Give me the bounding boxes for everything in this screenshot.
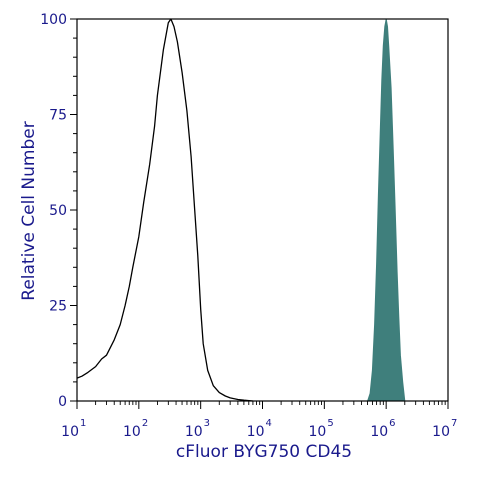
series-outline-histogram — [76, 18, 253, 402]
x-tick-label-exponent: 5 — [327, 418, 333, 429]
series-filled-histogram — [366, 18, 406, 402]
y-tick-label: 100 — [40, 12, 67, 28]
x-tick-label-base: 10 — [185, 424, 203, 440]
x-tick-label-base: 10 — [432, 424, 450, 440]
y-tick-label: 75 — [49, 108, 67, 124]
series-layer — [76, 18, 406, 402]
x-tick-label-exponent: 3 — [204, 418, 210, 429]
x-tick-label-base: 10 — [123, 424, 141, 440]
x-tick-label-base: 10 — [61, 424, 79, 440]
x-tick-label-exponent: 2 — [142, 418, 148, 429]
x-tick-label-base: 10 — [247, 424, 265, 440]
x-axis-title: cFluor BYG750 CD45 — [176, 442, 352, 462]
y-tick-label: 0 — [58, 394, 67, 410]
y-tick-label: 50 — [49, 203, 67, 219]
x-tick-label-exponent: 6 — [389, 418, 395, 429]
x-tick-label-base: 10 — [370, 424, 388, 440]
x-tick-label-exponent: 4 — [266, 418, 272, 429]
y-axis-title: Relative Cell Number — [19, 121, 39, 300]
y-tick-label: 25 — [49, 299, 67, 315]
x-tick-label-base: 10 — [309, 424, 327, 440]
x-tick-label-exponent: 1 — [80, 418, 86, 429]
x-tick-label-exponent: 7 — [451, 418, 457, 429]
